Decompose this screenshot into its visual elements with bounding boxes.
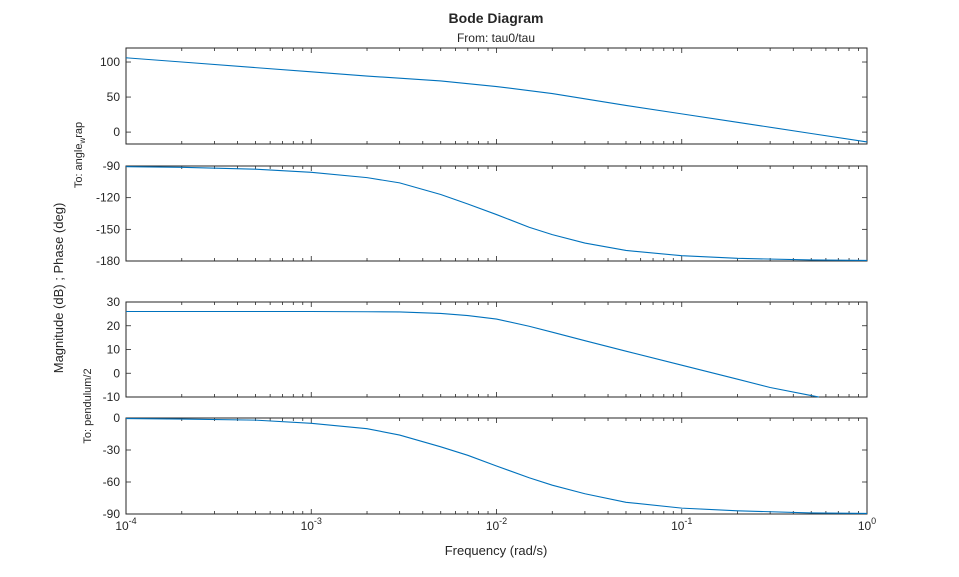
y-tick-label: 10 bbox=[107, 343, 121, 357]
y-tick-label: -180 bbox=[96, 254, 120, 268]
panel-phase-pendulum: -90 -60 -30 0 bbox=[103, 411, 868, 521]
chart-subtitle: From: tau0/tau bbox=[457, 31, 535, 45]
y-tick-label: 0 bbox=[113, 366, 120, 380]
panel-frame bbox=[125, 165, 868, 262]
x-tick-label: 10-3 bbox=[301, 516, 322, 533]
chart-title: Bode Diagram bbox=[449, 10, 544, 26]
panel-phase-angle: -180 -150 -120 -90 bbox=[96, 159, 868, 268]
output-label-angle-sub: w bbox=[78, 138, 87, 145]
y-tick-label: -90 bbox=[103, 507, 121, 521]
series-line-magnitude-angle bbox=[125, 57, 868, 143]
output-label-angle-suffix: rap bbox=[73, 122, 85, 138]
y-tick-label: -30 bbox=[103, 443, 121, 457]
y-tick-label: -120 bbox=[96, 191, 120, 205]
y-axis-label: Magnitude (dB) ; Phase (deg) bbox=[51, 203, 66, 374]
output-label-angle: To: anglewrap bbox=[73, 122, 87, 188]
plot-layer: 0 50 100 -180 -150 -120 -90 -10 0 10 20 30 -90 -60 -30… bbox=[96, 47, 876, 533]
output-label-pendulum: To: pendulum/2 bbox=[82, 368, 94, 443]
x-tick-label: 10-4 bbox=[115, 516, 136, 533]
x-tick-label: 10-1 bbox=[671, 516, 692, 533]
x-axis-label: Frequency (rad/s) bbox=[445, 543, 548, 558]
y-tick-label: -150 bbox=[96, 222, 120, 236]
y-tick-label: -10 bbox=[103, 390, 121, 404]
series-line-magnitude-pendulum bbox=[126, 310, 820, 398]
series-line-phase-angle bbox=[125, 166, 868, 262]
output-label-angle-prefix: To: angle bbox=[73, 144, 85, 189]
y-tick-label: -90 bbox=[103, 159, 121, 173]
x-tick-label: 100 bbox=[858, 516, 876, 533]
y-tick-label: 0 bbox=[113, 411, 120, 425]
y-tick-label: 100 bbox=[100, 55, 120, 69]
y-tick-label: -60 bbox=[103, 475, 121, 489]
x-tick-label: 10-2 bbox=[486, 516, 507, 533]
y-tick-label: 30 bbox=[107, 295, 121, 309]
y-tick-label: 50 bbox=[107, 90, 121, 104]
panel-frame bbox=[125, 47, 868, 145]
panel-frame bbox=[125, 301, 868, 398]
y-tick-label: 20 bbox=[107, 319, 121, 333]
panel-magnitude-angle: 0 50 100 bbox=[100, 47, 868, 145]
panel-magnitude-pendulum: -10 0 10 20 30 bbox=[103, 295, 868, 404]
series-line-phase-pendulum bbox=[125, 417, 868, 515]
y-tick-label: 0 bbox=[113, 125, 120, 139]
